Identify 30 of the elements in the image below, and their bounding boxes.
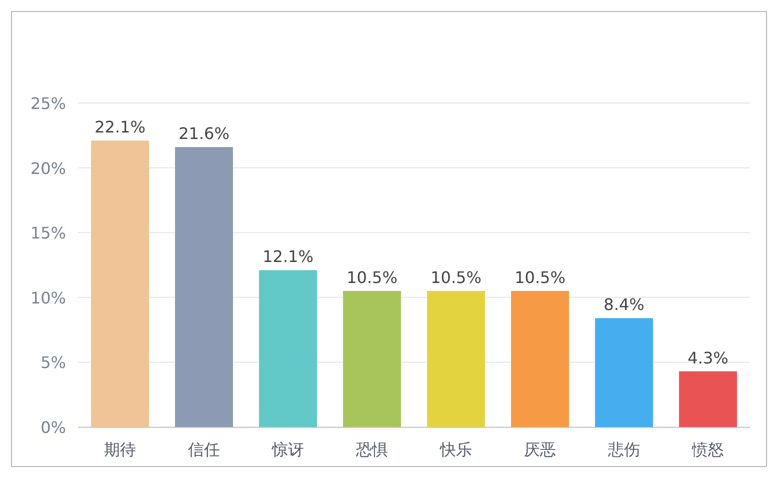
y-tick-label: 0% <box>40 418 66 437</box>
y-tick-label: 10% <box>30 288 66 308</box>
data-label: 8.4% <box>604 295 644 314</box>
bar <box>175 147 233 427</box>
data-label: 10.5% <box>430 268 482 287</box>
bar <box>511 290 569 427</box>
data-label: 4.3% <box>688 348 728 368</box>
bar <box>343 290 401 427</box>
data-label: 21.6% <box>178 124 230 144</box>
data-label: 22.1% <box>94 118 146 137</box>
data-label: 12.1% <box>262 247 314 266</box>
y-tick-label: 25% <box>30 94 66 113</box>
bar <box>679 371 737 427</box>
y-tick-label: 15% <box>30 224 66 243</box>
x-tick-label: 期待 <box>104 440 136 459</box>
y-tick-label: 20% <box>30 158 66 178</box>
x-tick-label: 愤怒 <box>691 440 724 459</box>
bar <box>91 140 149 427</box>
data-label: 10.5% <box>514 268 566 287</box>
x-tick-label: 惊讶 <box>271 440 304 459</box>
x-tick-label: 悲伤 <box>607 440 640 459</box>
y-tick-label: 5% <box>40 353 66 372</box>
x-tick-label: 厌恶 <box>524 440 556 459</box>
x-tick-label: 快乐 <box>439 440 472 459</box>
x-tick-label: 恐惧 <box>355 440 388 459</box>
bar <box>427 290 485 427</box>
bar <box>259 270 317 427</box>
data-label: 10.5% <box>346 268 398 287</box>
x-tick-label: 信任 <box>188 440 220 459</box>
bar <box>595 318 653 427</box>
